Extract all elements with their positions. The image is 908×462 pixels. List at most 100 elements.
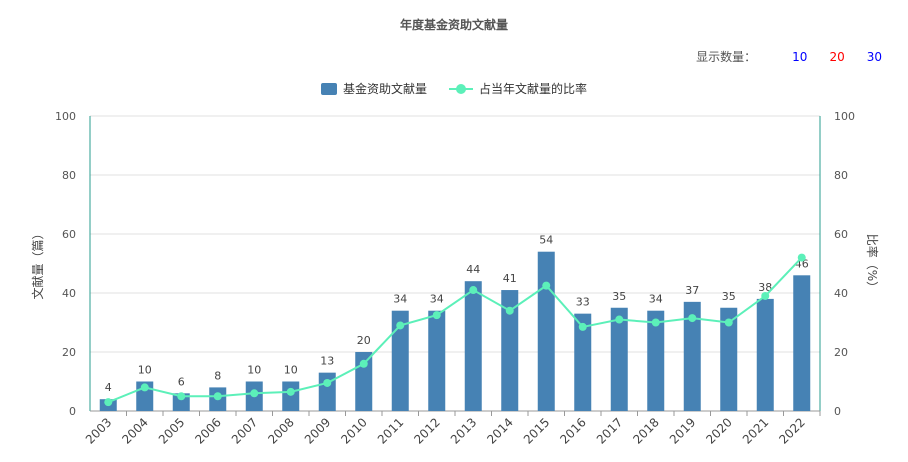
left-y-tick-label: 20 [62, 346, 76, 359]
bar-value-label: 34 [649, 293, 663, 306]
bar-value-label: 37 [685, 284, 699, 297]
bar-value-label: 35 [722, 290, 736, 303]
display-count-selector: 显示数量： 10 20 30 [696, 48, 882, 65]
right-y-tick-label: 60 [834, 228, 848, 241]
x-tick-label: 2020 [703, 415, 734, 446]
left-y-tick-label: 0 [69, 405, 76, 418]
legend-item-bar-series[interactable]: 基金资助文献量 [320, 80, 427, 97]
bar [537, 251, 555, 411]
bar [720, 307, 738, 411]
right-y-tick-label: 40 [834, 287, 848, 300]
ratio-line [107, 256, 803, 404]
left-y-tick-label: 60 [62, 228, 76, 241]
x-tick-label: 2007 [229, 415, 260, 446]
right-y-axis-title: 比率（%） [865, 234, 880, 293]
bar [793, 275, 811, 411]
x-tick-label: 2006 [192, 415, 223, 446]
ratio-point [797, 253, 806, 262]
ratio-point [651, 318, 660, 327]
ratio-point [323, 378, 332, 387]
ratio-point [177, 392, 186, 401]
display-count-label: 显示数量： [696, 50, 757, 64]
x-tick-label: 2014 [484, 415, 515, 446]
ratio-point [724, 318, 733, 327]
count-option-20[interactable]: 20 [829, 49, 845, 64]
x-tick-label: 2018 [630, 415, 661, 446]
bar-value-label: 34 [430, 293, 444, 306]
count-option-10[interactable]: 10 [792, 49, 808, 64]
ratio-point [615, 315, 624, 324]
x-tick-label: 2021 [740, 415, 771, 446]
bar-value-label: 44 [466, 263, 480, 276]
bar-value-label: 35 [612, 290, 626, 303]
x-tick-label: 2005 [156, 415, 187, 446]
bar-value-label: 4 [105, 381, 112, 394]
chart-title: 年度基金资助文献量 [399, 18, 508, 32]
bar-value-label: 8 [214, 369, 221, 382]
bar-value-label: 38 [758, 281, 772, 294]
x-tick-label: 2015 [521, 415, 552, 446]
bar [610, 307, 628, 411]
left-y-tick-label: 40 [62, 287, 76, 300]
bar [172, 393, 190, 411]
right-y-tick-label: 20 [834, 346, 848, 359]
x-tick-label: 2013 [448, 415, 479, 446]
x-tick-label: 2010 [338, 415, 369, 446]
right-y-tick-label: 0 [834, 405, 841, 418]
x-tick-label: 2017 [594, 415, 625, 446]
bar [647, 310, 665, 411]
legend-item-line-series[interactable]: 占当年文献量的比率 [449, 80, 587, 97]
x-tick-label: 2009 [302, 415, 333, 446]
bar [282, 381, 300, 411]
ratio-point [140, 383, 149, 392]
bar-swatch-icon [320, 82, 337, 95]
bar [428, 310, 446, 411]
x-tick-label: 2004 [119, 415, 150, 446]
bar [318, 372, 336, 411]
bar-value-label: 20 [357, 334, 371, 347]
ratio-point [213, 392, 222, 401]
x-tick-label: 2011 [375, 415, 406, 446]
bar [464, 281, 482, 411]
chart-legend: 基金资助文献量 占当年文献量的比率 [0, 80, 908, 97]
bar [683, 301, 701, 411]
ratio-point [250, 389, 259, 398]
ratio-point [578, 322, 587, 331]
left-y-tick-label: 80 [62, 169, 76, 182]
bar-value-label: 10 [284, 364, 298, 377]
legend-line-label: 占当年文献量的比率 [479, 82, 588, 96]
ratio-point [396, 321, 405, 330]
x-tick-label: 2022 [776, 415, 807, 446]
count-option-30[interactable]: 30 [866, 49, 882, 64]
bar [756, 298, 774, 411]
left-y-axis-title: 文献量（篇） [30, 227, 45, 299]
x-tick-label: 2016 [557, 415, 588, 446]
x-tick-label: 2019 [667, 415, 698, 446]
ratio-point [505, 306, 514, 315]
bar-value-label: 33 [576, 296, 590, 309]
bar-value-label: 6 [178, 375, 185, 388]
x-tick-label: 2008 [265, 415, 296, 446]
ratio-point [432, 311, 441, 320]
ratio-point [104, 398, 113, 407]
right-y-tick-label: 100 [834, 110, 855, 123]
ratio-point [469, 286, 478, 295]
left-y-tick-label: 100 [55, 110, 76, 123]
right-y-tick-label: 80 [834, 169, 848, 182]
bar [574, 313, 592, 411]
bar-value-label: 13 [320, 355, 334, 368]
x-tick-label: 2003 [83, 415, 114, 446]
ratio-point [761, 291, 770, 300]
ratio-point [688, 314, 697, 323]
legend-bar-label: 基金资助文献量 [342, 82, 427, 96]
ratio-point [286, 387, 295, 396]
bar-value-label: 34 [393, 293, 407, 306]
ratio-point [542, 281, 551, 290]
x-tick-label: 2012 [411, 415, 442, 446]
bar-value-label: 10 [138, 364, 152, 377]
bar [391, 310, 409, 411]
bar-value-label: 41 [503, 272, 517, 285]
bar-value-label: 54 [539, 234, 553, 247]
